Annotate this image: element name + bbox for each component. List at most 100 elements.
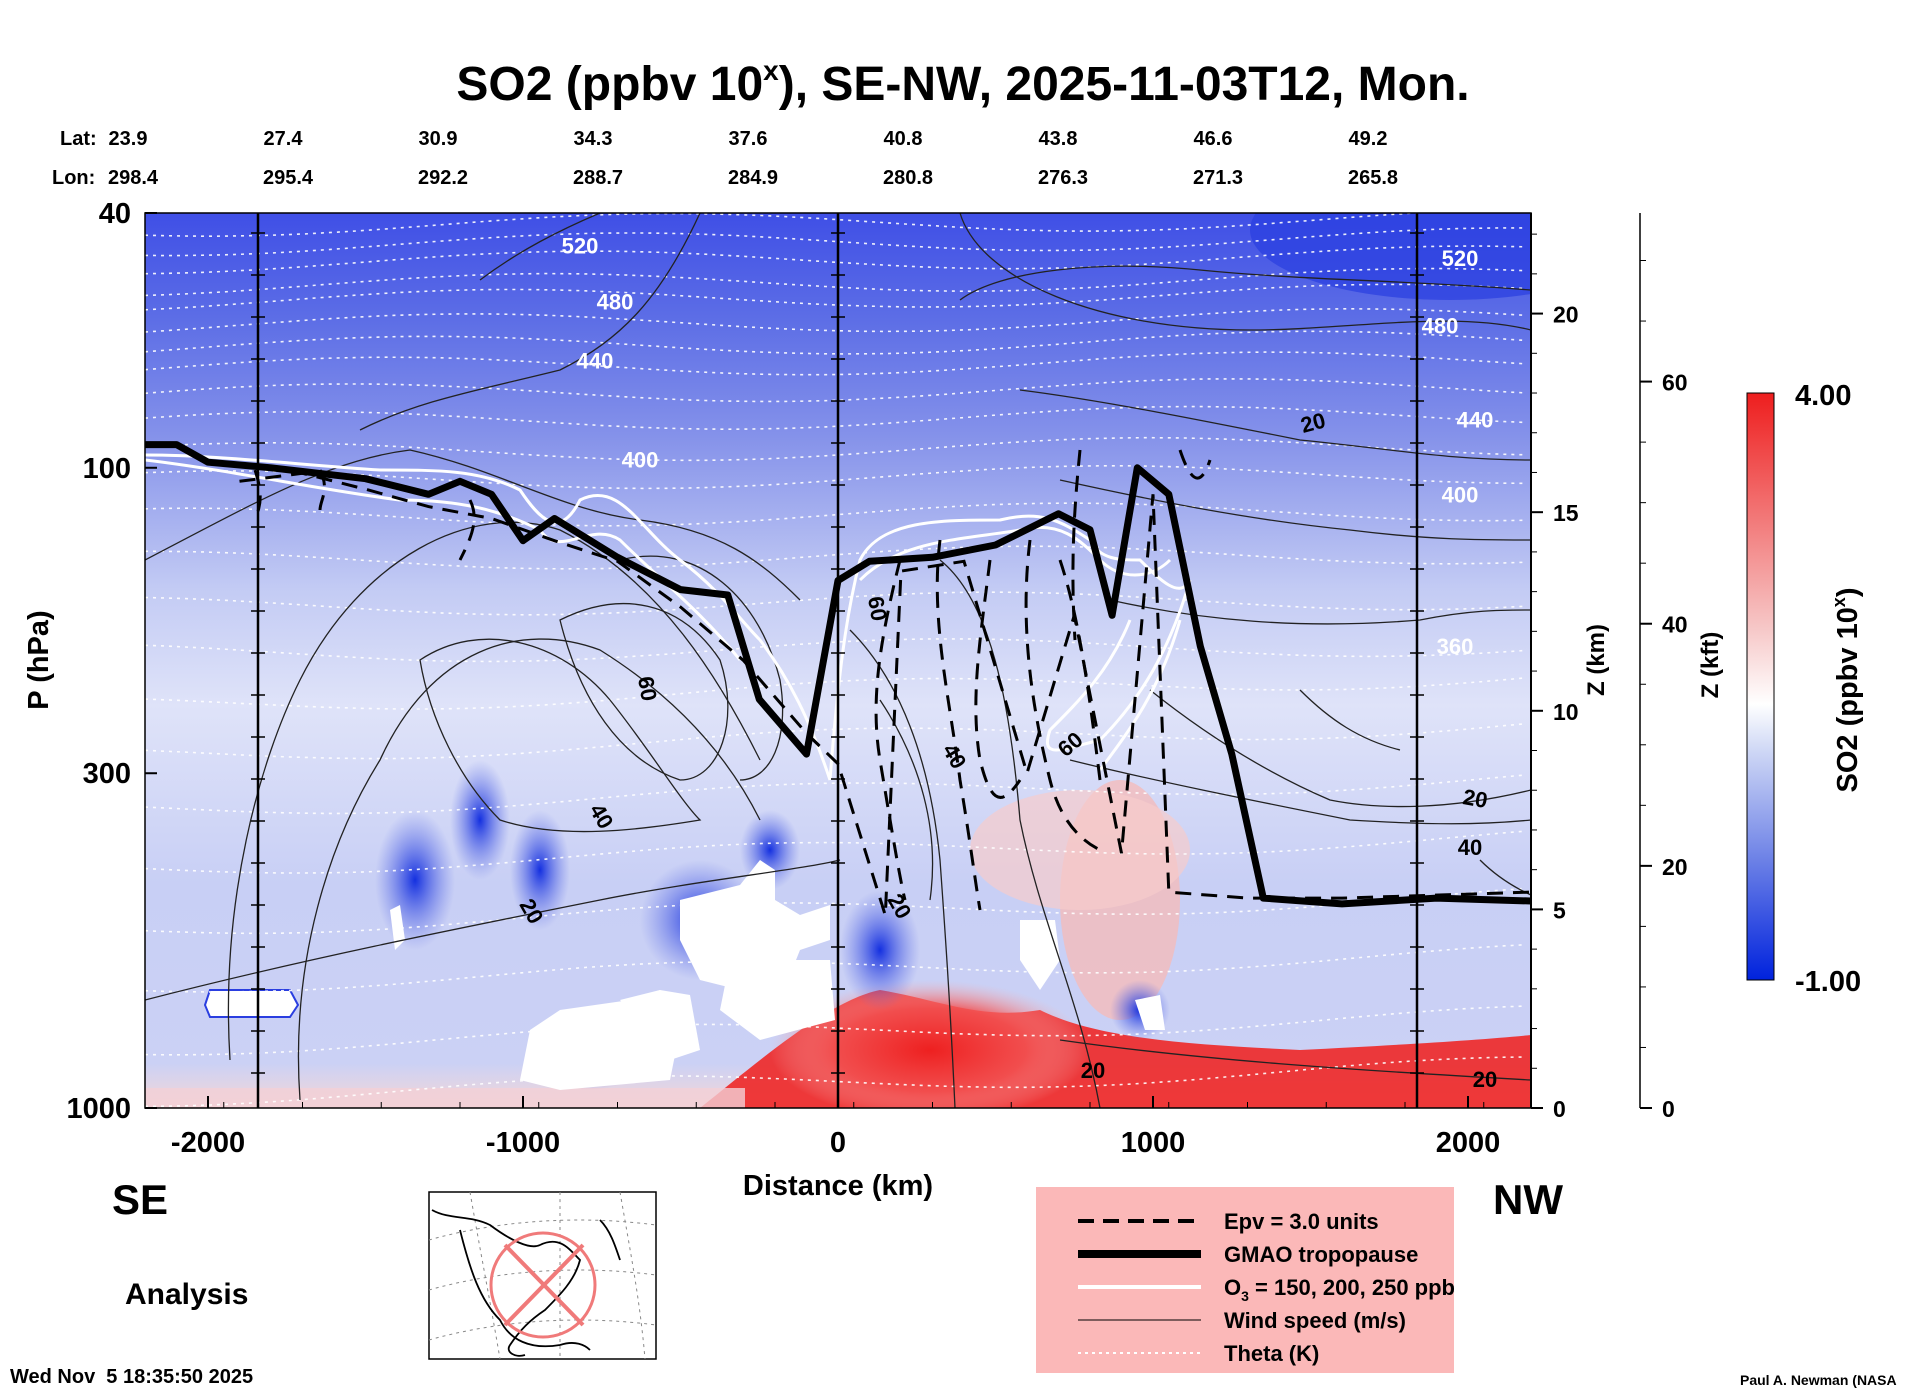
lat-label-7: 46.6 — [1194, 128, 1233, 150]
chart-title: SO2 (ppbv 10x), SE-NW, 2025-11-03T12, Mo… — [456, 55, 1469, 111]
theta-line-13 — [145, 545, 1526, 570]
o3-contour-4 — [1046, 579, 1192, 752]
theta-label-right-4: 360 — [1437, 634, 1474, 659]
direction-se: SE — [112, 1176, 168, 1223]
x-tick-label-2: 0 — [830, 1127, 846, 1159]
mode-label: Analysis — [125, 1278, 248, 1311]
inset-cross-line — [503, 1243, 585, 1327]
so2-red-near — [970, 790, 1190, 910]
y-axis-label: P (hPa) — [23, 610, 55, 709]
wind-contour-5 — [559, 603, 729, 781]
x-tick-label-0: -2000 — [171, 1127, 245, 1159]
lon-label-1: 295.4 — [263, 167, 314, 189]
inset-coastline — [431, 1209, 621, 1357]
epv-contours — [239, 449, 1531, 916]
so2-blue-blob-3 — [510, 810, 570, 930]
wind-label-11: 20 — [1461, 784, 1489, 813]
legend-label-wind: Wind speed (m/s) — [1224, 1308, 1406, 1333]
zkm-tick-label-4: 20 — [1553, 302, 1579, 328]
inset-grid-1 — [428, 1219, 657, 1241]
inset-grid-2 — [428, 1269, 657, 1291]
so2-upper-blue — [1250, 213, 1531, 300]
missing-region-7 — [390, 905, 405, 950]
theta-line-2 — [145, 245, 1526, 275]
so2-blue-blob-6 — [840, 890, 920, 1010]
colorbar-title-main: SO2 (ppbv 10 — [1832, 607, 1864, 792]
lat-label-3: 34.3 — [574, 128, 613, 150]
theta-line-1 — [145, 227, 1526, 257]
epv-contour-6 — [1058, 559, 1102, 781]
lon-label-3: 288.7 — [573, 167, 623, 189]
wind-speed-contours — [145, 213, 1531, 1108]
legend-label-epv: Epv = 3.0 units — [1224, 1209, 1379, 1234]
wind-contour-4 — [419, 638, 702, 833]
colorbar-min-label: -1.00 — [1795, 966, 1861, 998]
wind-label-10: 20 — [1473, 1067, 1497, 1092]
wind-contour-7 — [145, 859, 841, 1001]
inset-map — [428, 1191, 657, 1360]
missing-region-4 — [620, 990, 700, 1060]
epv-contour-4 — [974, 559, 1022, 799]
epv-contour-3 — [935, 539, 982, 911]
lon-label-0: 298.4 — [108, 167, 159, 189]
legend: Epv = 3.0 units GMAO tropopause O3 = 150… — [1036, 1187, 1455, 1373]
z-km-axis-label: Z (km) — [1583, 624, 1610, 696]
lon-label-4: 284.9 — [728, 167, 778, 189]
wind-contour-20 — [1059, 1039, 1531, 1081]
theta-labels: 520 480 440 400 520 480 440 400 360 — [562, 234, 1494, 659]
lon-header: Lon: — [52, 167, 95, 189]
epv-contour-5 — [1024, 539, 1101, 852]
chart-title-rest: ), SE-NW, 2025-11-03T12, Mon. — [779, 58, 1470, 111]
missing-region-2 — [720, 960, 835, 1040]
epv-main-line — [239, 471, 1531, 916]
z-km-axis: 0 5 10 15 20 — [1531, 233, 1579, 1122]
missing-region-8 — [1135, 995, 1165, 1030]
lat-header: Lat: — [60, 128, 97, 150]
lon-label-7: 271.3 — [1193, 167, 1243, 189]
legend-box — [1036, 1187, 1454, 1373]
y-tick-label-2: 300 — [83, 758, 131, 790]
zkft-tick-label-3: 60 — [1662, 370, 1688, 396]
colorbar-title: SO2 (ppbv 10x) — [1829, 587, 1864, 792]
x-axis-label: Distance (km) — [743, 1170, 933, 1202]
y-axis: 40 100 300 1000 — [66, 198, 157, 1125]
x-tick-label-1: -1000 — [486, 1127, 560, 1159]
theta-label-right-0: 520 — [1442, 246, 1479, 271]
lon-label-2: 292.2 — [418, 167, 468, 189]
colorbar-title-rest: ) — [1832, 587, 1864, 597]
wind-contour-18 — [1149, 689, 1531, 808]
legend-o3-sub: 3 — [1241, 1288, 1249, 1304]
lat-label-1: 27.4 — [264, 128, 304, 150]
lon-label-8: 265.8 — [1348, 167, 1398, 189]
theta-line-7 — [145, 351, 1526, 376]
wind-label-8: 60 — [863, 594, 892, 622]
chart-title-sup: x — [763, 55, 779, 86]
wind-contour-9 — [359, 213, 701, 431]
z-kft-axis-label: Z (kft) — [1697, 632, 1724, 699]
wind-contour-1 — [145, 449, 801, 601]
theta-line-10 — [145, 436, 1526, 462]
y-tick-label-1: 100 — [83, 453, 131, 485]
theta-label-left-2: 440 — [577, 349, 614, 374]
lon-label-6: 276.3 — [1038, 167, 1088, 189]
lon-label-5: 280.8 — [883, 167, 933, 189]
inset-grid-4 — [469, 1191, 501, 1360]
theta-label-left-0: 520 — [562, 234, 599, 259]
zkft-tick-label-2: 40 — [1662, 612, 1688, 638]
wind-contour-8 — [479, 213, 601, 281]
zkm-tick-label-0: 0 — [1553, 1096, 1566, 1122]
theta-line-11 — [145, 465, 1526, 490]
x-tick-label-3: 1000 — [1121, 1127, 1186, 1159]
theta-line-9 — [145, 405, 1526, 431]
theta-line-6 — [145, 330, 1526, 355]
wind-label-1: 60 — [633, 674, 662, 702]
o3-contour-3 — [828, 514, 1192, 781]
vertical-marker-ticks — [251, 232, 1424, 1074]
o3-contour-5 — [1098, 619, 1182, 771]
zkm-tick-label-2: 10 — [1553, 699, 1579, 725]
gmao-tropopause-line — [145, 441, 1531, 908]
lat-label-6: 43.8 — [1039, 128, 1078, 150]
legend-label-tropopause: GMAO tropopause — [1224, 1242, 1418, 1267]
legend-label-o3: O3 = 150, 200, 250 ppb — [1224, 1275, 1455, 1304]
